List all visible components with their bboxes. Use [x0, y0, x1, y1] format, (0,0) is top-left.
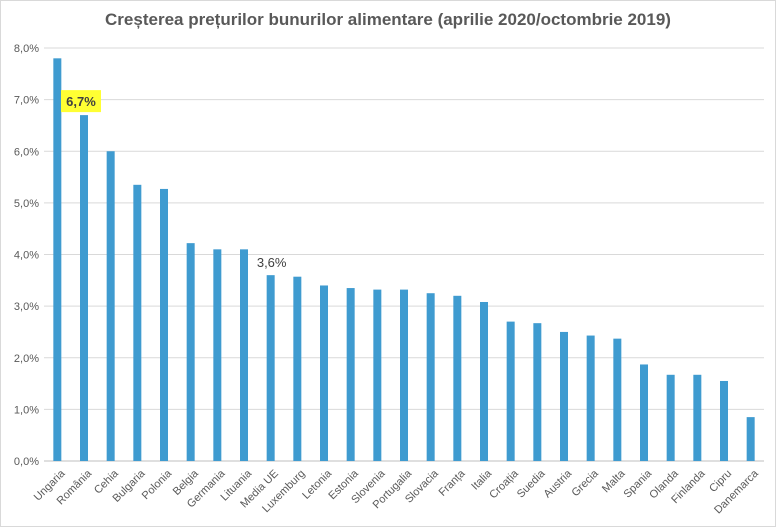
y-tick-label: 0,0%: [14, 456, 39, 468]
bar: [320, 285, 328, 461]
y-tick-label: 8,0%: [14, 43, 39, 55]
bar: [240, 249, 248, 461]
bar: [426, 293, 435, 461]
bar: [213, 249, 222, 461]
x-tick-label: Suedia: [515, 467, 548, 500]
x-tick-label: Austria: [542, 467, 575, 500]
bar: [346, 288, 355, 461]
y-tick-label: 7,0%: [14, 95, 39, 107]
y-tick-label: 5,0%: [14, 198, 39, 210]
bar: [480, 301, 488, 461]
x-tick-label: Franța: [437, 467, 469, 499]
bar: [533, 323, 542, 461]
bar: [506, 321, 515, 461]
bar: [666, 374, 675, 461]
data-label: 6,7%: [66, 94, 96, 109]
bar: [266, 275, 275, 461]
y-tick-label: 6,0%: [14, 146, 39, 158]
y-tick-label: 2,0%: [14, 353, 39, 365]
y-tick-label: 4,0%: [14, 250, 39, 262]
bar: [106, 151, 115, 461]
bar: [133, 184, 142, 461]
bar: [560, 331, 568, 461]
bar: [720, 380, 728, 461]
bar: [160, 188, 168, 461]
data-label-highlight: [61, 90, 101, 113]
bar: [453, 295, 462, 461]
bar: [373, 289, 382, 461]
bar: [640, 364, 648, 461]
bar: [693, 374, 702, 461]
x-tick-label: Croația: [487, 467, 521, 501]
x-tick-label: Grecia: [569, 467, 601, 499]
bar: [186, 243, 195, 461]
y-tick-label: 1,0%: [14, 404, 39, 416]
chart-title: Creșterea prețurilor bunurilor alimentar…: [105, 10, 671, 29]
bar: [613, 338, 622, 461]
bar: [293, 276, 302, 461]
y-tick-label: 3,0%: [14, 301, 39, 313]
x-tick-label: Polonia: [140, 467, 175, 502]
bar: [80, 115, 88, 462]
data-label: 3,6%: [257, 255, 287, 270]
bar: [746, 417, 755, 461]
bar: [53, 58, 62, 461]
bar: [400, 289, 408, 461]
bar: [586, 335, 595, 461]
